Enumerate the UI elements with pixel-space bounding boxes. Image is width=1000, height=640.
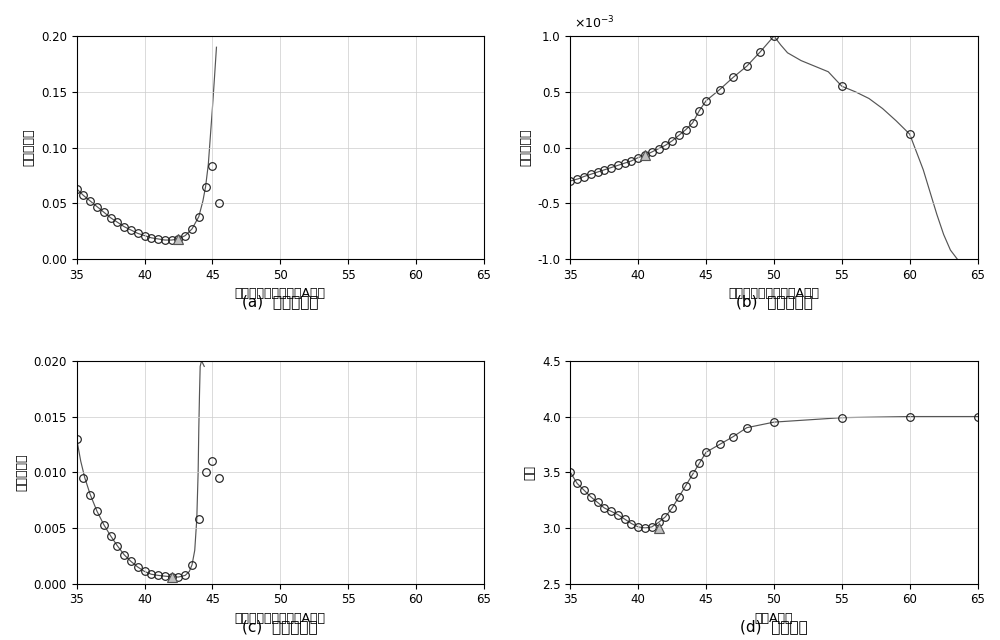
Y-axis label: 三阶中心矩: 三阶中心矩 xyxy=(519,129,532,166)
Y-axis label: 二阶中心矩: 二阶中心矩 xyxy=(22,129,35,166)
X-axis label: 参数向量对应的邵氏A硬度: 参数向量对应的邵氏A硬度 xyxy=(728,287,819,300)
Text: $\times10^{-3}$: $\times10^{-3}$ xyxy=(574,15,615,31)
Y-axis label: 四阶中心矩: 四阶中心矩 xyxy=(15,454,28,491)
Text: (b)  三阶中心矩: (b) 三阶中心矩 xyxy=(736,294,812,309)
Text: (c)  四阶中心矩: (c) 四阶中心矩 xyxy=(242,619,318,634)
X-axis label: 邵氏A硬度: 邵氏A硬度 xyxy=(755,612,793,625)
Text: (d)  峰度系数: (d) 峰度系数 xyxy=(740,619,808,634)
Text: (a)  二阶中心距: (a) 二阶中心距 xyxy=(242,294,319,309)
X-axis label: 参数向量对应的邵氏A硬度: 参数向量对应的邵氏A硬度 xyxy=(235,287,326,300)
X-axis label: 参数向量对应的邵氏A硬度: 参数向量对应的邵氏A硬度 xyxy=(235,612,326,625)
Y-axis label: 峰度: 峰度 xyxy=(523,465,536,480)
